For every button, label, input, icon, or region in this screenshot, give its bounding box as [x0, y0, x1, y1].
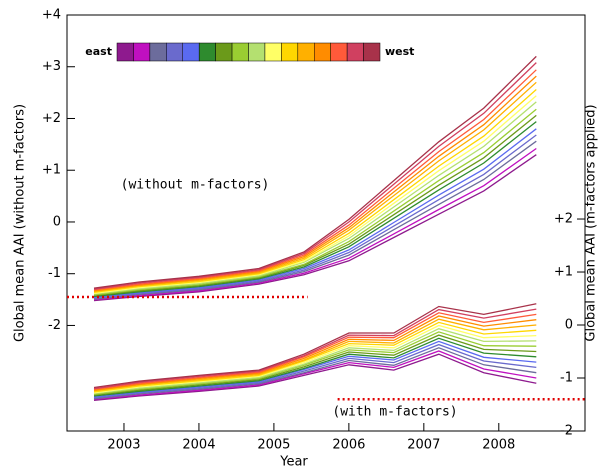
y2-axis-title: Global mean AAI (m-factors applied) [584, 104, 599, 341]
x-tick-label: 2007 [407, 438, 440, 453]
x-tick-label: 2004 [182, 438, 215, 453]
series-line [93, 324, 537, 394]
y2-tick-label: -1 [560, 371, 573, 386]
series-line [93, 62, 537, 290]
legend-swatch [330, 42, 348, 62]
series-line [93, 347, 537, 400]
legend-swatch [248, 42, 266, 62]
annotation: (with m-factors) [332, 405, 457, 420]
series-line [93, 101, 537, 295]
y2-tick-label: 0 [565, 318, 573, 333]
series-line [93, 350, 537, 400]
x-tick-label: 2005 [257, 438, 290, 453]
series-line [93, 340, 537, 398]
x-tick-label: 2008 [482, 438, 515, 453]
series-line [93, 75, 537, 292]
legend-swatch [297, 42, 315, 62]
series-line [93, 312, 537, 390]
series-line [93, 315, 537, 391]
legend-swatch [231, 42, 249, 62]
legend-swatch [166, 42, 183, 62]
legend-swatch [314, 42, 331, 62]
legend-swatch [149, 42, 167, 62]
series-line [93, 337, 537, 397]
series-line [93, 128, 537, 299]
annotation: (without m-factors) [121, 178, 270, 193]
y2-tick-label: +1 [554, 265, 573, 280]
series-line [93, 331, 537, 396]
series-line [93, 140, 537, 300]
legend-swatch [281, 42, 299, 62]
series-line [93, 353, 537, 401]
series-line [93, 95, 537, 295]
series-line [93, 334, 537, 396]
series-line [93, 89, 537, 293]
x-tick-label: 2003 [107, 438, 140, 453]
legend-swatch [198, 42, 216, 62]
series-line [93, 154, 537, 302]
plot-frame [66, 14, 586, 432]
series-line [93, 69, 537, 291]
y-tick-label: 0 [53, 214, 61, 229]
legend-swatch [363, 42, 381, 62]
y2-tick-label: -2 [560, 424, 573, 439]
y-tick-label: +4 [42, 8, 61, 23]
legend-label: west [385, 45, 414, 58]
x-tick-label: 2006 [332, 438, 365, 453]
legend-swatch [182, 42, 200, 62]
legend-swatch [215, 42, 233, 62]
y-tick-label: -2 [48, 318, 61, 333]
series-line [93, 134, 537, 299]
legend-swatch [264, 42, 282, 62]
y-axis-title: Global mean AAI (without m-factors) [13, 104, 28, 342]
y2-tick-label: +2 [554, 212, 573, 227]
series-line [93, 303, 537, 389]
y-tick-label: +1 [42, 163, 61, 178]
series-line [93, 328, 537, 395]
legend-swatch [346, 42, 364, 62]
series-line [93, 114, 537, 297]
series-line [93, 55, 537, 289]
series-line [93, 81, 537, 292]
x-axis-title: Year [279, 455, 308, 470]
series-line [93, 121, 537, 298]
y-tick-label: +3 [42, 59, 61, 74]
series-line [93, 343, 537, 399]
y-tick-label: +2 [42, 111, 61, 126]
legend-label: east [85, 45, 112, 58]
series-line [93, 108, 537, 296]
legend-swatch [133, 42, 151, 62]
series-line [93, 147, 537, 301]
series-line [93, 318, 537, 392]
series-line [93, 308, 537, 390]
legend-swatch [116, 42, 134, 62]
series-line [93, 321, 537, 393]
y-tick-label: -1 [48, 266, 61, 281]
